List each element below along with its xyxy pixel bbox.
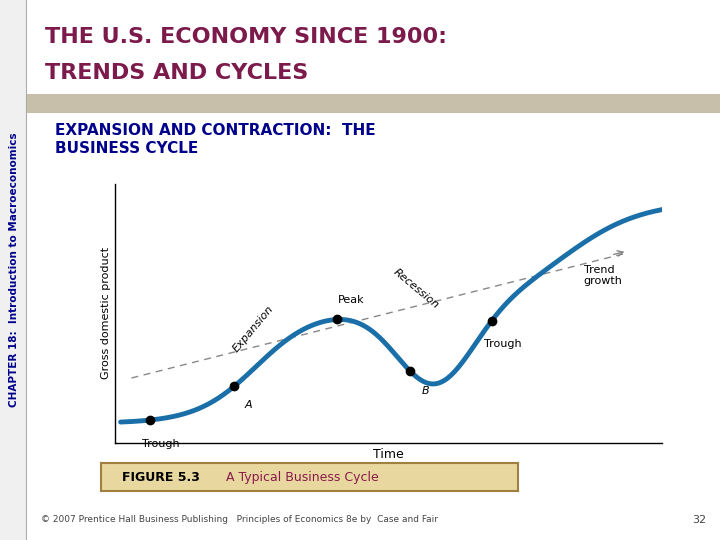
- Text: Trough: Trough: [143, 440, 180, 449]
- Text: Recession: Recession: [391, 267, 441, 310]
- Text: A: A: [244, 400, 252, 410]
- Text: FIGURE 5.3: FIGURE 5.3: [122, 470, 199, 484]
- Text: THE U.S. ECONOMY SINCE 1900:: THE U.S. ECONOMY SINCE 1900:: [45, 27, 446, 47]
- Text: Trough: Trough: [484, 339, 521, 349]
- Text: CHAPTER 18:  Introduction to Macroeconomics: CHAPTER 18: Introduction to Macroeconomi…: [9, 133, 19, 407]
- Text: © 2007 Prentice Hall Business Publishing   Principles of Economics 8e by  Case a: © 2007 Prentice Hall Business Publishing…: [41, 515, 438, 524]
- Text: 32: 32: [692, 515, 706, 525]
- Text: A Typical Business Cycle: A Typical Business Cycle: [217, 470, 379, 484]
- Y-axis label: Gross domestic product: Gross domestic product: [101, 247, 111, 379]
- Text: B: B: [422, 386, 429, 396]
- Text: TRENDS AND CYCLES: TRENDS AND CYCLES: [45, 63, 308, 83]
- Text: Peak: Peak: [338, 295, 364, 305]
- Text: Expansion: Expansion: [231, 303, 276, 354]
- Text: Trend
growth: Trend growth: [584, 265, 623, 286]
- X-axis label: Time: Time: [374, 448, 404, 461]
- Text: EXPANSION AND CONTRACTION:  THE
BUSINESS CYCLE: EXPANSION AND CONTRACTION: THE BUSINESS …: [55, 123, 376, 156]
